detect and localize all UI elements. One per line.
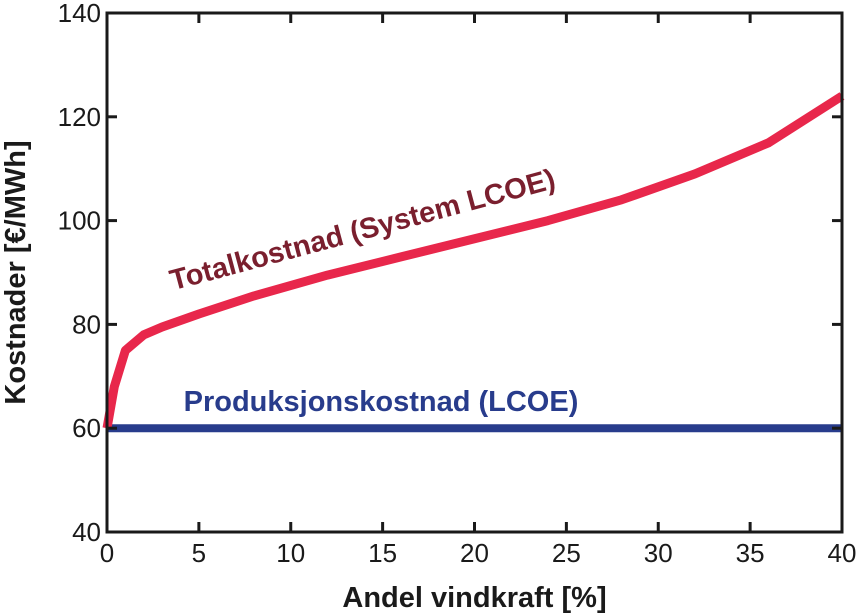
x-tick-label: 20 (460, 538, 489, 568)
x-tick-label: 35 (736, 538, 765, 568)
x-tick-label: 5 (192, 538, 206, 568)
y-tick-label: 100 (58, 206, 101, 236)
y-tick-label: 40 (72, 517, 101, 547)
x-tick-label: 40 (828, 538, 857, 568)
x-tick-label: 30 (644, 538, 673, 568)
series-label-produksjonskostnad: Produksjonskostnad (LCOE) (184, 386, 579, 418)
y-axis-label: Kostnader [€/MWh] (0, 140, 32, 404)
y-tick-label: 140 (58, 0, 101, 28)
series-line-totalkostnad (102, 92, 845, 429)
x-axis-label: Andel vindkraft [%] (342, 582, 606, 614)
axes: 0 5 10 15 20 25 30 35 40 40 60 80 100 120 140 (58, 0, 857, 568)
y-tick-label: 60 (72, 413, 101, 443)
x-tick-label: 10 (276, 538, 305, 568)
y-tick-label: 120 (58, 102, 101, 132)
chart-marks (102, 92, 845, 433)
x-tick-label: 25 (552, 538, 581, 568)
y-tick-label: 80 (72, 309, 101, 339)
x-tick-label: 0 (100, 538, 114, 568)
x-tick-label: 15 (368, 538, 397, 568)
